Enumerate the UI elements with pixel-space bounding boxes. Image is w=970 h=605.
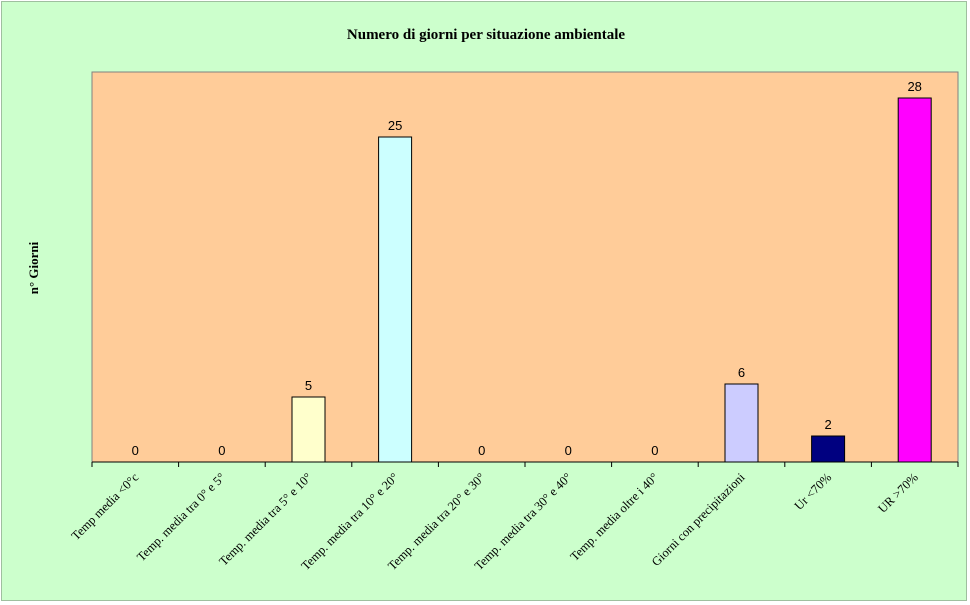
- data-label: 0: [651, 443, 658, 458]
- data-label: 2: [824, 417, 831, 432]
- x-tick-label: UR >70%: [875, 470, 921, 516]
- x-tick-label: Temp. media oltre i 40°: [567, 470, 661, 564]
- bar: [724, 383, 759, 463]
- data-label: 0: [478, 443, 485, 458]
- data-label: 28: [907, 79, 921, 94]
- data-label: 0: [565, 443, 572, 458]
- data-label: 0: [218, 443, 225, 458]
- data-label: 6: [738, 365, 745, 380]
- x-tick-label: Ur <70%: [792, 470, 835, 513]
- y-axis-label: n° Giorni: [26, 241, 41, 294]
- x-tick-label: Temp. media tra 5° e 10°: [216, 470, 314, 568]
- x-tick-label: Giorni con precipitazioni: [649, 470, 748, 569]
- x-tick-label: Temp media <0°c: [69, 470, 142, 543]
- bar: [378, 136, 413, 463]
- x-tick-label: Temp. media tra 0° e 5°: [134, 470, 228, 564]
- data-label: 0: [132, 443, 139, 458]
- bar: [897, 97, 932, 463]
- data-label: 5: [305, 378, 312, 393]
- chart-title: Numero di giorni per situazione ambienta…: [347, 27, 626, 43]
- bar: [291, 396, 326, 463]
- x-tick-label: Temp. media tra 20° e 30°: [385, 470, 488, 573]
- data-label: 25: [388, 118, 402, 133]
- plot-area: [91, 71, 959, 463]
- x-tick-label: Temp. media tra 10° e 20°: [298, 470, 401, 573]
- x-tick-label: Temp. media tra 30° e 40°: [472, 470, 575, 573]
- bar: [811, 435, 846, 463]
